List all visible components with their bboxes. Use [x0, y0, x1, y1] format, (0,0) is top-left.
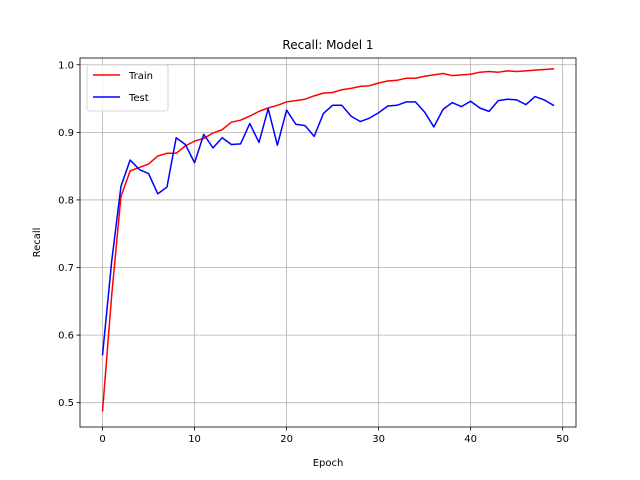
x-tick-label: 50 — [556, 434, 569, 445]
y-tick-label: 0.6 — [58, 331, 74, 342]
x-axis-label: Epoch — [313, 458, 344, 469]
x-tick-label: 30 — [372, 434, 385, 445]
legend-label-test: Test — [128, 93, 149, 104]
x-tick-label: 20 — [280, 434, 293, 445]
y-tick-label: 1.0 — [58, 60, 74, 71]
y-tick-label: 0.7 — [58, 263, 74, 274]
y-tick-label: 0.8 — [58, 195, 74, 206]
legend-label-train: Train — [128, 71, 153, 82]
y-tick-label: 0.9 — [58, 128, 74, 139]
x-tick-label: 10 — [188, 434, 201, 445]
y-axis-label: Recall — [32, 228, 43, 258]
axis-ticks: 0 10 20 30 40 50 0.5 0.6 0.7 0.8 0.9 1.0 — [58, 60, 569, 445]
chart-title: Recall: Model 1 — [282, 38, 373, 52]
x-tick-label: 40 — [464, 434, 477, 445]
data-series — [101, 68, 555, 412]
x-tick-label: 0 — [99, 434, 105, 445]
plot-frame — [79, 57, 577, 428]
series-line-test — [101, 95, 555, 356]
legend-box — [86, 64, 169, 112]
grid-lines — [80, 58, 576, 427]
y-tick-label: 0.5 — [58, 398, 74, 409]
legend: Train Test — [86, 64, 169, 112]
series-line-train — [101, 68, 555, 412]
